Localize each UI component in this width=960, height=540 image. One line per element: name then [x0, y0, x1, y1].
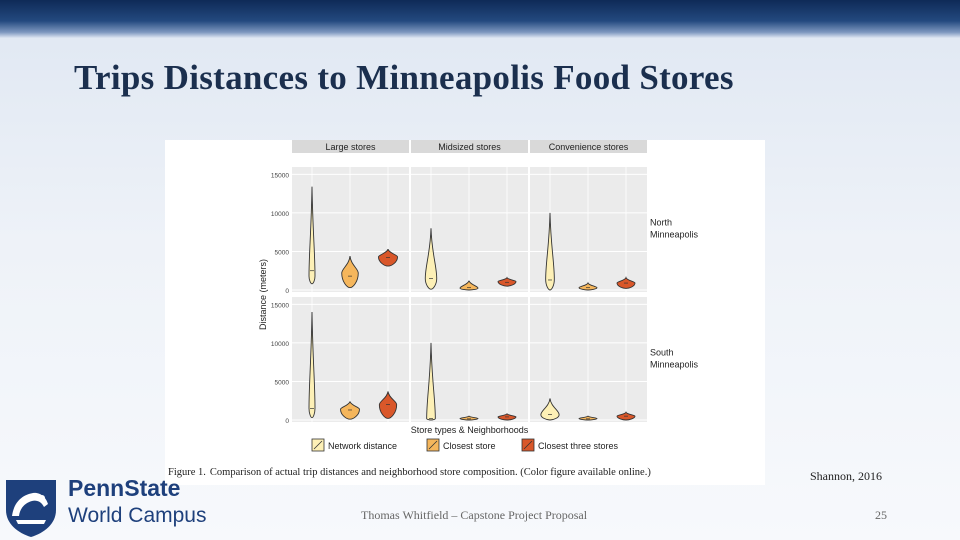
citation: Shannon, 2016 — [810, 469, 882, 483]
legend-swatch-mark — [428, 440, 438, 450]
x-axis-label: Store types & Neighborhoods — [411, 425, 529, 435]
violin-closest_store — [340, 401, 360, 420]
figure-caption: Figure 1. Comparison of actual trip dista… — [168, 467, 651, 478]
violin-chart: Large stores Midsized stores Convenience s… — [165, 140, 765, 485]
penn-state-logo: PennState World Campus — [2, 473, 222, 538]
legend-label: Network distance — [328, 441, 397, 451]
figure: Large stores Midsized stores Convenience s… — [165, 140, 765, 485]
logo-text-world-campus: World Campus — [68, 504, 207, 527]
violin-closest_three — [378, 391, 398, 419]
violin-network — [424, 228, 438, 290]
y-tick-label: 10000 — [271, 341, 289, 348]
legend-label: Closest store — [443, 441, 496, 451]
facet-label-row: Minneapolis — [650, 360, 699, 370]
violin-network — [308, 186, 316, 285]
y-tick-label: 0 — [285, 288, 289, 295]
violin-network — [545, 212, 555, 291]
page-number: 25 — [875, 508, 887, 522]
violin-network — [540, 398, 560, 421]
slide-title: Trips Distances to Minneapolis Food Stor… — [74, 58, 734, 97]
facet-label-row: South — [650, 348, 674, 358]
violin-closest_store — [341, 256, 359, 289]
facet-label-column: Midsized stores — [438, 142, 501, 152]
facet-label-column: Convenience stores — [549, 142, 629, 152]
y-tick-label: 5000 — [275, 379, 290, 386]
facet-label-row: Minneapolis — [650, 230, 699, 240]
y-tick-label: 15000 — [271, 302, 289, 309]
violin-closest_store — [459, 280, 479, 291]
legend-label: Closest three stores — [538, 441, 619, 451]
caption-label: Figure 1. — [168, 467, 206, 478]
legend-swatch-mark — [523, 440, 533, 450]
top-banner — [0, 0, 960, 38]
footer-text: Thomas Whitfield – Capstone Project Prop… — [361, 508, 588, 522]
y-tick-label: 15000 — [271, 172, 289, 179]
facet-strip-column — [411, 140, 528, 153]
violin-network — [308, 312, 316, 419]
panel-background — [530, 297, 647, 422]
violin-network — [426, 342, 436, 421]
facet-label-row: North — [650, 218, 672, 228]
legend-swatch-mark — [313, 440, 323, 450]
y-tick-label: 5000 — [275, 249, 290, 256]
logo-text-pennstate: PennState — [68, 475, 181, 501]
y-tick-label: 0 — [285, 418, 289, 425]
facet-strip-column — [530, 140, 647, 153]
y-axis-label: Distance (meters) — [258, 259, 268, 330]
violin-closest_store — [578, 415, 598, 421]
shield-icon — [6, 480, 56, 537]
y-tick-label: 10000 — [271, 211, 289, 218]
facet-label-column: Large stores — [325, 142, 376, 152]
violin-closest_store — [578, 281, 598, 291]
caption-text: Comparison of actual trip distances and … — [209, 467, 651, 478]
violin-closest_three — [497, 276, 517, 287]
facet-strip-column — [292, 140, 409, 153]
violin-closest_store — [459, 415, 479, 421]
